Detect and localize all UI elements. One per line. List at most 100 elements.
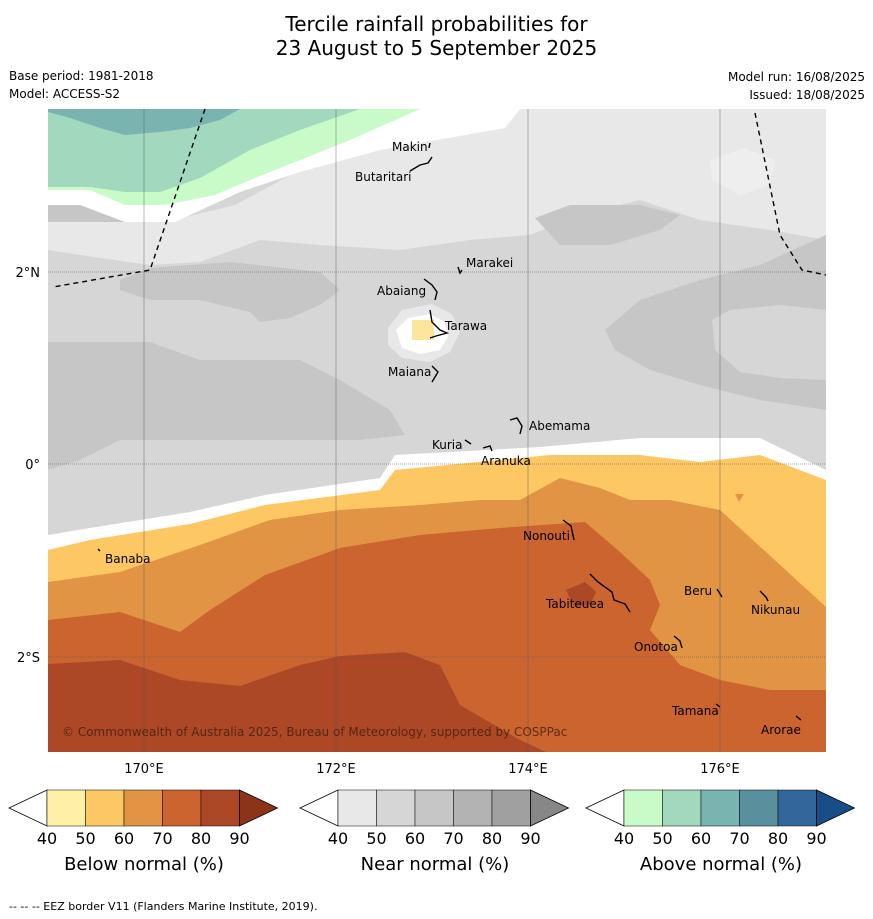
y-tick-2S: 2°S xyxy=(17,651,40,666)
colorbar-near-normal xyxy=(299,789,570,827)
label-nonouti: Nonouti xyxy=(523,529,570,543)
arorae-outline xyxy=(795,715,802,721)
above-colorbar-cell-4 xyxy=(739,789,779,827)
near-colorbar-cell-2 xyxy=(376,789,416,827)
label-beru: Beru xyxy=(684,584,712,598)
below-colorbar-cell-1 xyxy=(46,789,86,827)
below-colorbar-cell-4 xyxy=(162,789,202,827)
x-tick-170E: 170°E xyxy=(124,762,164,777)
above-colorbar-cell-3 xyxy=(700,789,740,827)
abaiang-outline xyxy=(423,278,438,301)
aranuka-outline xyxy=(482,445,493,452)
label-tamana: Tamana xyxy=(671,704,719,718)
title-line-1: Tercile rainfall probabilities for xyxy=(285,12,588,36)
base-period: Base period: 1981-2018 xyxy=(9,69,154,83)
below-normal-60-patch xyxy=(735,494,744,502)
below-colorbar-tick-90: 90 xyxy=(229,829,250,848)
above-normal-label: Above normal (%) xyxy=(639,854,803,875)
label-kuria: Kuria xyxy=(432,438,463,452)
above-colorbar-tick-90: 90 xyxy=(806,829,827,848)
label-aranuka: Aranuka xyxy=(481,454,531,468)
near-colorbar-cell-1 xyxy=(337,789,377,827)
kuria-outline xyxy=(464,439,472,445)
onotoa-outline xyxy=(673,635,683,649)
near-normal-label: Near normal (%) xyxy=(360,854,510,875)
near-colorbar-tick-90: 90 xyxy=(520,829,541,848)
label-abaiang: Abaiang xyxy=(377,284,426,298)
eez-border xyxy=(52,108,827,288)
label-abemama: Abemama xyxy=(529,419,590,433)
tabiteuea-outline xyxy=(589,573,631,613)
latitude-lines xyxy=(48,271,826,658)
above-colorbar-over-extension xyxy=(816,789,856,827)
title-line-2: 23 August to 5 September 2025 xyxy=(275,36,598,60)
x-tick-174E: 174°E xyxy=(508,762,548,777)
x-tick-176E: 176°E xyxy=(700,762,740,777)
makin-outline xyxy=(428,142,431,149)
label-makin: Makin xyxy=(392,140,428,154)
below-colorbar-cell-5 xyxy=(200,789,240,827)
below-colorbar-under-extension xyxy=(8,789,48,827)
label-marakei: Marakei xyxy=(466,256,513,270)
colorbar-below-normal xyxy=(8,789,279,827)
below-colorbar-tick-50: 50 xyxy=(75,829,96,848)
y-tick-2N: 2°N xyxy=(16,266,41,281)
above-colorbar-under-extension xyxy=(585,789,625,827)
above-colorbar-tick-80: 80 xyxy=(767,829,789,848)
near-normal-50-island xyxy=(712,305,826,380)
banaba-outline xyxy=(97,548,101,552)
label-tarawa: Tarawa xyxy=(444,319,487,333)
below-colorbar-tick-70: 70 xyxy=(152,829,173,848)
below-colorbar-cell-2 xyxy=(85,789,125,827)
nikunau-outline xyxy=(759,590,769,602)
below-colorbar-tick-40: 40 xyxy=(36,829,58,848)
near-colorbar-tick-70: 70 xyxy=(443,829,464,848)
near-normal-60-region-c xyxy=(535,205,680,245)
below-normal-80-region xyxy=(48,652,546,752)
below-normal-80-patch xyxy=(566,582,596,607)
graticule xyxy=(143,109,721,752)
label-banaba: Banaba xyxy=(105,552,151,566)
tarawa-outline xyxy=(429,309,450,339)
above-colorbar-tick-50: 50 xyxy=(652,829,673,848)
near-normal-60-region-a xyxy=(120,262,340,322)
page-title: Tercile rainfall probabilities for 23 Au… xyxy=(0,12,873,60)
model-name: Model: ACCESS-S2 xyxy=(9,87,121,101)
near-colorbar-cell-4 xyxy=(453,789,493,827)
probability-field xyxy=(48,109,826,752)
beru-outline xyxy=(716,588,723,598)
tamana-outline xyxy=(715,703,721,708)
near-colorbar-over-extension xyxy=(530,789,570,827)
maiana-outline xyxy=(431,365,439,383)
near-colorbar-under-extension xyxy=(299,789,339,827)
below-colorbar-over-extension xyxy=(239,789,279,827)
near-colorbar-cell-5 xyxy=(491,789,531,827)
label-onotoa: Onotoa xyxy=(634,640,678,654)
above-colorbar-cell-2 xyxy=(662,789,702,827)
colorbar-above-normal xyxy=(585,789,856,827)
marakei-outline xyxy=(457,266,463,275)
island-outlines xyxy=(97,142,802,721)
model-run: Model run: 16/08/2025 xyxy=(727,70,865,84)
near-colorbar-tick-60: 60 xyxy=(404,829,426,848)
above-colorbar-tick-60: 60 xyxy=(690,829,712,848)
nonouti-outline xyxy=(562,519,575,541)
abemama-outline xyxy=(509,417,523,435)
label-tabiteuea: Tabiteuea xyxy=(545,597,604,611)
near-colorbar-tick-80: 80 xyxy=(481,829,503,848)
eez-footnote: -- -- -- EEZ border V11 (Flanders Marine… xyxy=(9,900,318,913)
copyright-notice: © Commonwealth of Australia 2025, Bureau… xyxy=(62,725,567,739)
label-maiana: Maiana xyxy=(388,365,431,379)
label-nikunau: Nikunau xyxy=(751,603,800,617)
near-colorbar-tick-40: 40 xyxy=(327,829,349,848)
near-colorbar-tick-50: 50 xyxy=(366,829,387,848)
below-colorbar-cell-3 xyxy=(123,789,163,827)
near-normal-40-region xyxy=(48,109,826,265)
y-tick-0: 0° xyxy=(25,458,40,473)
near-colorbar-cell-3 xyxy=(414,789,454,827)
above-colorbar-cell-5 xyxy=(777,789,817,827)
below-colorbar-tick-80: 80 xyxy=(190,829,212,848)
label-arorae: Arorae xyxy=(761,723,801,737)
tarawa-below-40-cell xyxy=(412,320,434,340)
